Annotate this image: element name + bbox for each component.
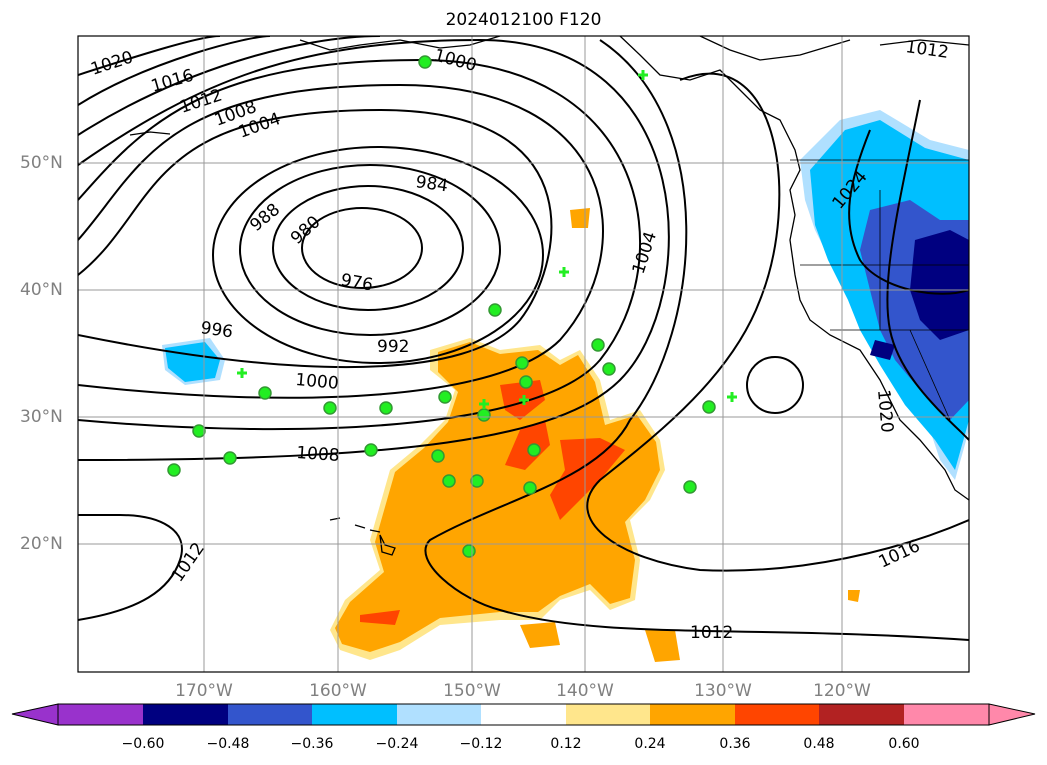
colorbar-swatch <box>650 704 735 725</box>
map-frame <box>77 35 970 673</box>
colorbar-swatch <box>312 704 397 725</box>
isobar-label: 1000 <box>295 370 340 394</box>
isobar-label: 992 <box>377 337 409 357</box>
colorbar-swatch <box>143 704 228 725</box>
colorbar-extend-low <box>11 703 59 726</box>
shading-positive <box>330 208 860 662</box>
colorbar-swatch <box>735 704 819 725</box>
lon-label: 120°W <box>813 681 871 701</box>
lat-label: 30°N <box>20 407 63 427</box>
colorbar-tick: −0.36 <box>290 736 334 752</box>
coastlines <box>129 36 969 556</box>
colorbar-tick: −0.12 <box>459 736 503 752</box>
plus-markers <box>237 70 737 409</box>
isobar-label: 980 <box>287 212 324 249</box>
isobar-label: 976 <box>339 270 374 295</box>
isobar-label: 988 <box>246 200 284 236</box>
colorbar-tick: 0.24 <box>634 736 666 752</box>
colorbar-tick: −0.48 <box>206 736 250 752</box>
colorbar-swatch <box>566 704 650 725</box>
lon-label: 130°W <box>694 681 752 701</box>
weather-map: 1020 1016 1012 1008 1004 1000 984 988 98… <box>77 35 970 673</box>
colorbar-swatch <box>397 704 481 725</box>
colorbar-extend-high <box>988 703 1036 726</box>
isobar-label: 1020 <box>873 389 897 434</box>
isobar-label: 984 <box>414 172 449 196</box>
colorbar-swatch <box>228 704 312 725</box>
colorbar-tick: −0.60 <box>121 736 165 752</box>
station-markers <box>167 55 716 558</box>
lon-label: 160°W <box>309 681 367 701</box>
isobar-label: 1012 <box>168 539 209 586</box>
colorbar-swatch <box>904 704 989 725</box>
colorbar-tick: 0.36 <box>719 736 751 752</box>
chart-title: 2024012100 F120 <box>445 10 602 30</box>
lon-label: 140°W <box>556 681 614 701</box>
isobar-label: 1016 <box>876 536 924 572</box>
isobar-label: 1016 <box>149 66 196 97</box>
lon-label: 150°W <box>443 681 501 701</box>
colorbar <box>11 703 1036 726</box>
lat-label: 20°N <box>20 534 63 554</box>
colorbar-swatch <box>481 704 566 725</box>
colorbar-tick: 0.12 <box>550 736 582 752</box>
isobar-label: 1004 <box>629 229 661 276</box>
colorbar-swatch <box>58 704 143 725</box>
colorbar-tick: 0.48 <box>803 736 835 752</box>
colorbar-tick: 0.60 <box>888 736 920 752</box>
gridlines <box>78 36 969 672</box>
lat-label: 40°N <box>20 280 63 300</box>
isobar-label: 1012 <box>690 623 733 643</box>
colorbar-swatch <box>819 704 904 725</box>
isobar-label: 1008 <box>296 443 341 466</box>
lon-label: 170°W <box>175 681 233 701</box>
isobar-label: 996 <box>199 318 234 342</box>
lat-label: 50°N <box>20 153 63 173</box>
colorbar-tick: −0.24 <box>375 736 419 752</box>
isobar-label: 1020 <box>88 47 135 79</box>
isobar-label: 1012 <box>904 37 950 63</box>
borders <box>790 159 969 421</box>
